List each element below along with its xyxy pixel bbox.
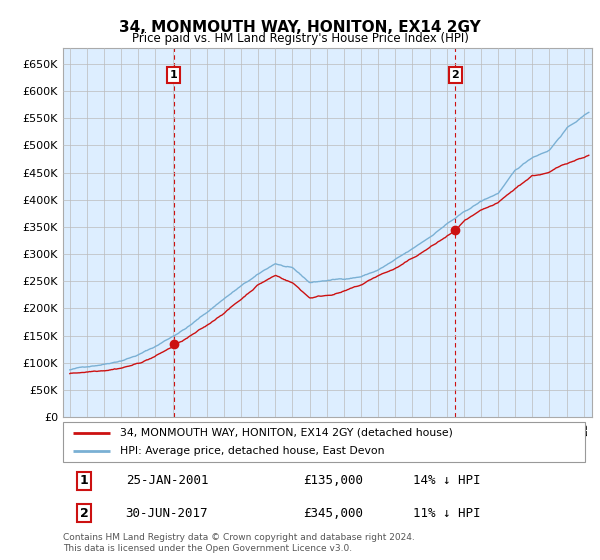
Text: £135,000: £135,000 [303, 474, 363, 487]
Text: Price paid vs. HM Land Registry's House Price Index (HPI): Price paid vs. HM Land Registry's House … [131, 32, 469, 45]
Text: 34, MONMOUTH WAY, HONITON, EX14 2GY (detached house): 34, MONMOUTH WAY, HONITON, EX14 2GY (det… [121, 428, 453, 437]
Text: HPI: Average price, detached house, East Devon: HPI: Average price, detached house, East… [121, 446, 385, 456]
Text: 1: 1 [170, 70, 178, 80]
Text: 2: 2 [451, 70, 459, 80]
Text: 1: 1 [80, 474, 88, 487]
Text: £345,000: £345,000 [303, 507, 363, 520]
Text: 34, MONMOUTH WAY, HONITON, EX14 2GY: 34, MONMOUTH WAY, HONITON, EX14 2GY [119, 20, 481, 35]
Text: Contains HM Land Registry data © Crown copyright and database right 2024.
This d: Contains HM Land Registry data © Crown c… [63, 533, 415, 553]
Text: 11% ↓ HPI: 11% ↓ HPI [413, 507, 480, 520]
FancyBboxPatch shape [63, 422, 585, 462]
Text: 14% ↓ HPI: 14% ↓ HPI [413, 474, 480, 487]
Text: 30-JUN-2017: 30-JUN-2017 [125, 507, 208, 520]
Text: 25-JAN-2001: 25-JAN-2001 [125, 474, 208, 487]
Text: 2: 2 [80, 507, 88, 520]
